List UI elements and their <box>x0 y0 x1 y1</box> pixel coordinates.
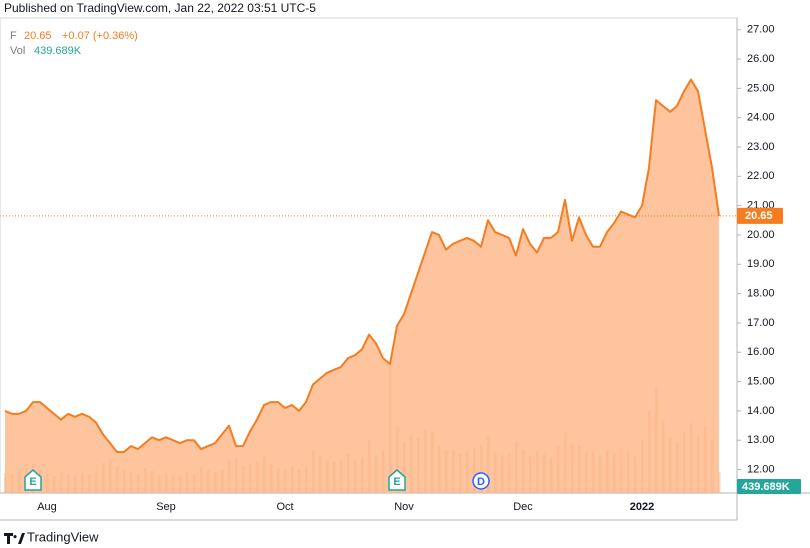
x-tick-label: Oct <box>276 501 293 513</box>
y-tick-label: 24.00 <box>747 112 775 124</box>
vol-title: Vol <box>10 45 25 57</box>
y-tick-label: 17.00 <box>747 317 775 329</box>
earnings-marker <box>24 469 42 491</box>
price-area <box>5 79 719 494</box>
y-tick-label: 12.00 <box>747 463 775 475</box>
volume-tag-label: 439.689K <box>742 481 790 493</box>
y-tick-label: 19.00 <box>747 258 775 270</box>
price-line <box>4 78 720 453</box>
logo <box>4 533 25 544</box>
y-tick-label: 13.00 <box>747 434 775 446</box>
volume-tag <box>737 479 801 494</box>
y-tick-label: 15.00 <box>747 375 775 387</box>
earnings-marker <box>388 469 406 491</box>
change: +0.07 (+0.36%) <box>62 30 138 42</box>
area-layer <box>0 78 737 494</box>
y-tick-label: 23.00 <box>747 141 775 153</box>
x-tick-label: Aug <box>37 501 57 513</box>
last-price-tag <box>737 207 783 224</box>
volume-bar <box>718 471 721 493</box>
published-note: Published on TradingView.com, Jan 22, 20… <box>4 1 316 15</box>
y-tick-label: 25.00 <box>747 82 775 94</box>
last-price-tag-label: 20.65 <box>745 210 773 222</box>
y-tick-label: 16.00 <box>747 346 775 358</box>
y-tick-label: 22.00 <box>747 170 775 182</box>
dividend-marker <box>472 472 490 490</box>
axis-layer: 12.00 13.00 14.00 15.00 16.00 17.00 18.00 19.00… <box>24 24 801 513</box>
x-tick-label: Sep <box>156 501 176 513</box>
event-label: E <box>393 476 400 488</box>
brand: TradingView <box>27 529 99 544</box>
event-label: E <box>29 476 36 488</box>
x-tick-label: 2022 <box>630 501 654 513</box>
last-price: 20.65 <box>24 30 52 42</box>
y-tick-label: 18.00 <box>747 288 775 300</box>
x-tick-label: Dec <box>513 501 533 513</box>
y-tick-label: 14.00 <box>747 405 775 417</box>
y-tick-label: 20.00 <box>747 229 775 241</box>
symbol: F <box>10 30 17 42</box>
y-tick-label: 26.00 <box>747 53 775 65</box>
x-tick-label: Nov <box>394 501 414 513</box>
y-tick-label: 27.00 <box>747 24 775 36</box>
event-label: D <box>477 476 485 488</box>
vol-value: 439.689K <box>34 45 82 57</box>
